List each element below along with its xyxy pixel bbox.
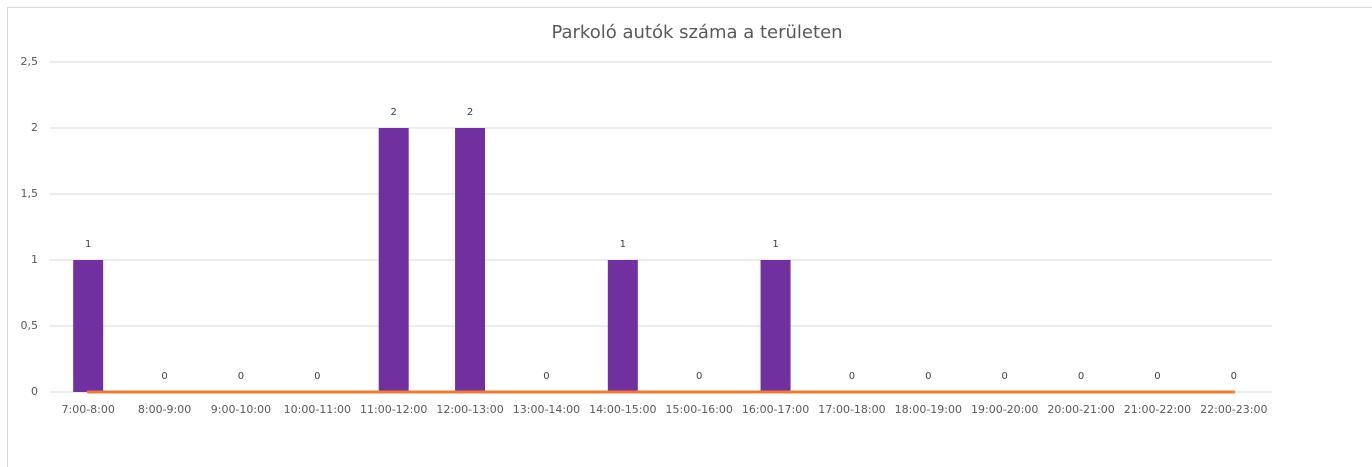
data-label: 0 [238,371,244,382]
data-label: 0 [1154,371,1160,382]
data-label: 0 [543,371,549,382]
x-tick-label: 7:00-8:00 [62,403,115,416]
y-tick-label: 1 [31,253,38,266]
data-label: 0 [696,371,702,382]
bar [455,128,486,392]
x-tick-label: 21:00-22:00 [1124,403,1191,416]
data-label: 2 [391,107,397,118]
data-label: 0 [849,371,855,382]
data-label: 1 [85,239,91,250]
chart-border [7,7,1372,467]
x-tick-label: 22:00-23:00 [1200,403,1267,416]
data-label: 0 [1078,371,1084,382]
y-tick-label: 1,5 [21,187,39,200]
y-tick-label: 2,5 [21,55,39,68]
x-tick-label: 18:00-19:00 [895,403,962,416]
data-label: 0 [1231,371,1237,382]
data-label: 0 [314,371,320,382]
x-tick-label: 10:00-11:00 [284,403,351,416]
data-label: 0 [1002,371,1008,382]
y-tick-label: 2 [31,121,38,134]
x-tick-label: 11:00-12:00 [360,403,427,416]
x-tick-label: 9:00-10:00 [211,403,271,416]
x-tick-label: 8:00-9:00 [138,403,191,416]
x-tick-label: 15:00-16:00 [666,403,733,416]
bar [760,260,791,392]
data-label: 2 [467,107,473,118]
data-label: 1 [620,239,626,250]
x-tick-label: 16:00-17:00 [742,403,809,416]
chart-title: Parkoló autók száma a területen [551,22,842,43]
y-tick-label: 0,5 [21,319,39,332]
data-label: 0 [925,371,931,382]
x-tick-label: 13:00-14:00 [513,403,580,416]
bar [73,260,104,392]
x-tick-label: 12:00-13:00 [436,403,503,416]
x-tick-label: 17:00-18:00 [818,403,885,416]
data-label: 1 [772,239,778,250]
y-tick-label: 0 [31,385,38,398]
data-label: 0 [161,371,167,382]
x-tick-label: 14:00-15:00 [589,403,656,416]
bar [607,260,638,392]
x-tick-label: 19:00-20:00 [971,403,1038,416]
bar [378,128,409,392]
x-tick-label: 20:00-21:00 [1047,403,1114,416]
